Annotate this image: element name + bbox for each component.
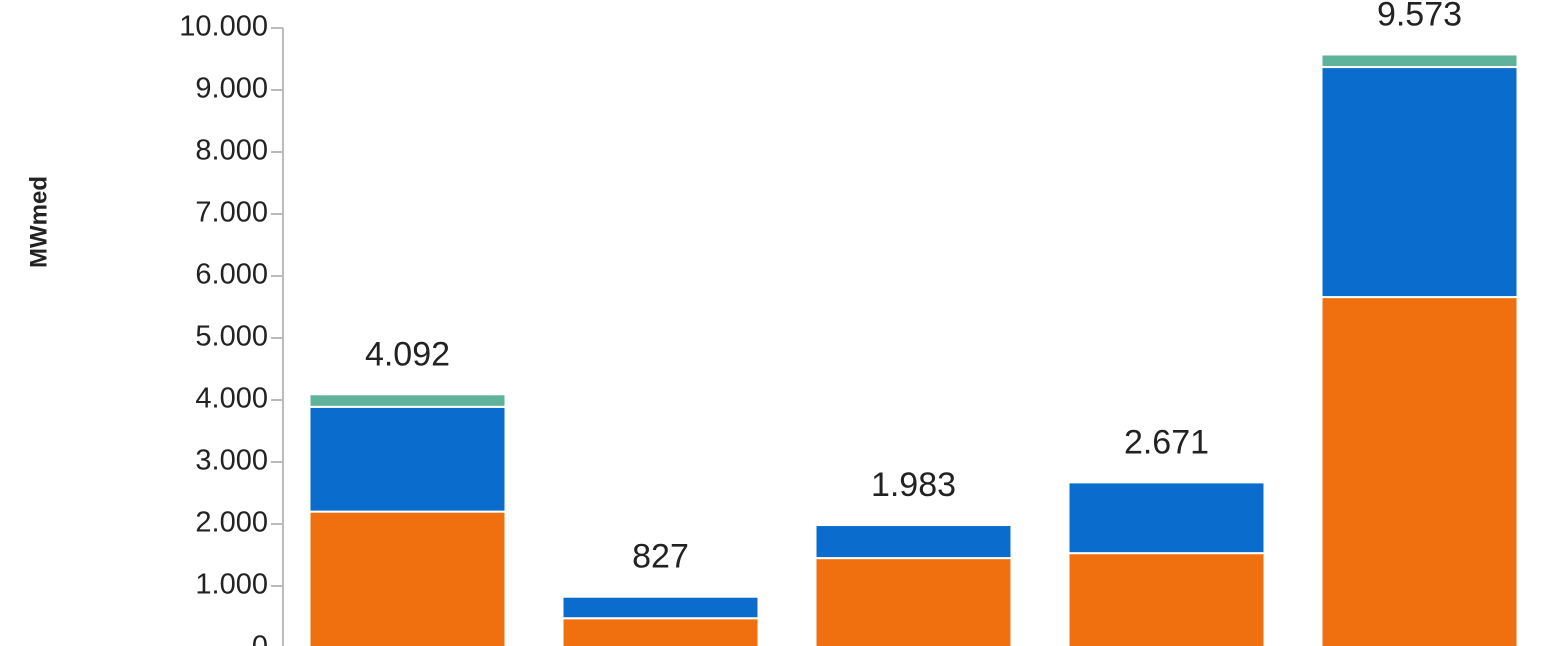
y-tick-label: 3.000 bbox=[195, 445, 268, 477]
total-label: 827 bbox=[632, 538, 689, 576]
y-tick-label: 2.000 bbox=[195, 507, 268, 539]
y-axis-title: MWmed bbox=[25, 176, 52, 268]
bar-segment bbox=[814, 524, 1013, 560]
bar-segment bbox=[1320, 53, 1519, 69]
bar-segment bbox=[561, 595, 760, 620]
total-label: 4.092 bbox=[365, 335, 450, 373]
y-tick-label: 4.000 bbox=[195, 383, 268, 415]
total-label: 2.671 bbox=[1124, 423, 1209, 461]
y-tick-label: 10.000 bbox=[179, 11, 268, 43]
bar-segment bbox=[1320, 296, 1519, 646]
y-tick-label: 8.000 bbox=[195, 135, 268, 167]
bar-segment bbox=[308, 393, 507, 408]
total-label: 1.983 bbox=[871, 466, 956, 504]
total-label: 9.573 bbox=[1377, 0, 1462, 33]
y-tick-label: 1.000 bbox=[195, 569, 268, 601]
y-tick-label: 6.000 bbox=[195, 259, 268, 291]
bar-segment bbox=[814, 557, 1013, 646]
bar-segment bbox=[1320, 66, 1519, 299]
bar-segment bbox=[308, 510, 507, 646]
bar-segment bbox=[1067, 481, 1266, 555]
y-tick-label: 9.000 bbox=[195, 73, 268, 105]
y-tick-label: 5.000 bbox=[195, 321, 268, 353]
bar-segment bbox=[1067, 552, 1266, 646]
y-tick-label: 7.000 bbox=[195, 197, 268, 229]
bar-segment bbox=[561, 617, 760, 646]
bar-segment bbox=[308, 405, 507, 513]
y-tick-label: 0 bbox=[252, 631, 268, 646]
